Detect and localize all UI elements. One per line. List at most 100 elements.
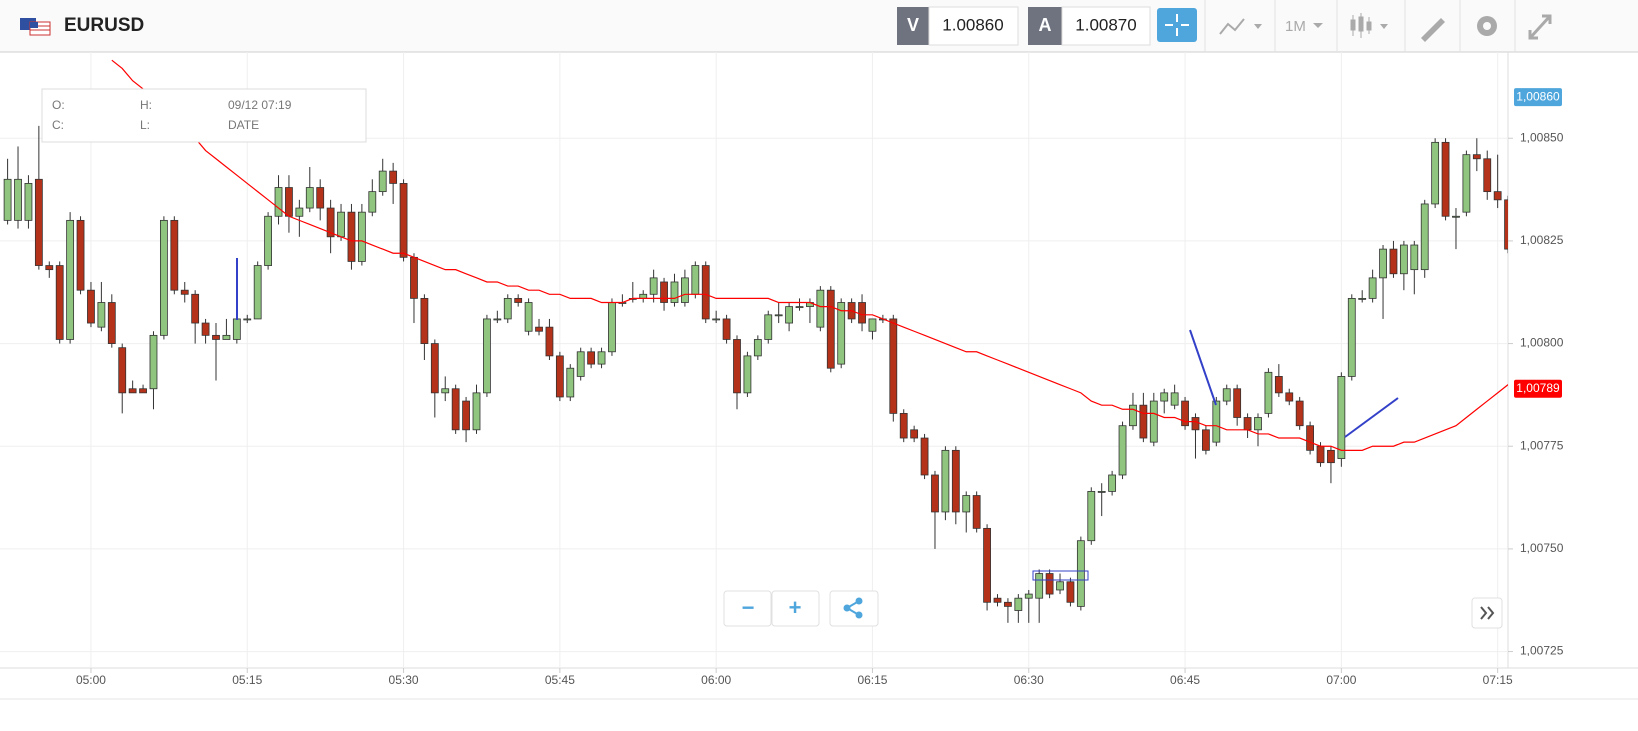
candle-body xyxy=(1066,581,1075,603)
y-tick-label: 1,00800 xyxy=(1520,336,1564,350)
candle-body xyxy=(441,388,450,394)
candle-body xyxy=(1035,573,1044,599)
candle-body xyxy=(514,297,523,303)
candle-body xyxy=(1431,141,1440,205)
candle-body xyxy=(1243,417,1252,431)
x-tick-label: 06:45 xyxy=(1170,673,1200,687)
timeframe: 1M xyxy=(1285,18,1306,35)
price-tag-label: 1,00789 xyxy=(1516,381,1560,395)
candle-body xyxy=(785,306,793,324)
candle-body xyxy=(1368,277,1377,299)
candle-body xyxy=(1504,199,1508,250)
candle-body xyxy=(222,334,231,340)
candle-body xyxy=(681,277,689,303)
candle-body xyxy=(691,265,700,295)
candle-body xyxy=(420,297,429,344)
fullscreen-button[interactable] xyxy=(1528,14,1552,40)
x-tick-label: 07:15 xyxy=(1483,673,1513,687)
timeframe-button[interactable]: 1M xyxy=(1285,18,1323,35)
candle-body xyxy=(1389,248,1398,275)
candle-body xyxy=(576,351,585,377)
candle-body xyxy=(660,281,668,303)
crosshair-button[interactable] xyxy=(1157,8,1197,42)
date: DATE xyxy=(228,118,259,132)
scroll-right-button[interactable] xyxy=(1471,597,1503,629)
candle-body xyxy=(243,318,252,321)
candle-body xyxy=(535,326,543,332)
candle-body xyxy=(1108,474,1117,492)
candle-body xyxy=(107,302,116,344)
candle-body xyxy=(149,334,158,390)
candle-body xyxy=(1452,215,1460,218)
symbol: EURUSD xyxy=(64,15,144,36)
candle-body xyxy=(472,392,481,431)
time: 09/12 07:19 xyxy=(228,98,292,112)
candle-body xyxy=(305,187,314,209)
candle-body xyxy=(1379,248,1387,279)
candle-body xyxy=(274,187,283,217)
candle-body xyxy=(701,265,710,320)
candle-body xyxy=(910,429,919,439)
candle-body xyxy=(24,183,33,221)
candle-body xyxy=(451,388,460,431)
candle-body xyxy=(1493,191,1502,201)
candle-body xyxy=(1358,297,1367,300)
candle-body xyxy=(962,495,971,513)
candle-body xyxy=(493,318,502,321)
candle-body xyxy=(826,289,835,369)
x-tick-label: 05:00 xyxy=(76,673,106,687)
zoom-out: − xyxy=(742,595,755,620)
candle-body xyxy=(118,347,127,394)
candle-body xyxy=(712,318,721,321)
candle-body xyxy=(1129,404,1137,427)
candle-body xyxy=(430,343,439,394)
open-label: O: xyxy=(52,98,65,112)
candle-body xyxy=(889,318,898,414)
candle-body xyxy=(1399,244,1408,275)
candle-body xyxy=(1347,297,1356,377)
candle-body xyxy=(1472,154,1481,160)
candle-body xyxy=(295,207,304,217)
candle-body xyxy=(285,187,293,217)
zoom-in: + xyxy=(789,595,802,620)
candle-body xyxy=(1420,203,1429,271)
candle-body xyxy=(1076,540,1085,607)
candle-body xyxy=(1160,392,1169,402)
ask-badge xyxy=(1028,7,1062,45)
high-label: H: xyxy=(140,98,152,112)
candle-body xyxy=(899,412,908,439)
candle-body xyxy=(34,178,43,266)
y-tick-label: 1,00750 xyxy=(1520,541,1564,555)
candle-body xyxy=(941,449,950,513)
toolbar-separators xyxy=(1204,0,1516,52)
zoom-in-button[interactable]: + xyxy=(771,590,820,627)
candle-body xyxy=(774,314,783,317)
candle-body xyxy=(1212,400,1221,443)
candle-body xyxy=(608,302,616,353)
candle-body xyxy=(1024,593,1033,599)
candle-body xyxy=(1118,425,1127,476)
candle-body xyxy=(1306,425,1314,451)
candle-body xyxy=(1462,154,1471,213)
candle-body xyxy=(1254,417,1262,431)
draw-button[interactable] xyxy=(1421,18,1445,42)
candles-button[interactable] xyxy=(1350,13,1388,38)
candle-body xyxy=(524,302,533,332)
candle-body xyxy=(159,219,168,336)
candle-body xyxy=(253,265,262,320)
x-tick-label: 06:15 xyxy=(857,673,887,687)
candle-body xyxy=(264,215,273,266)
share-button[interactable] xyxy=(829,590,879,627)
flag-icon xyxy=(20,18,51,36)
candle-body xyxy=(66,219,75,340)
candle-body xyxy=(1202,429,1210,451)
candle-body xyxy=(1337,376,1346,459)
chart-type-button[interactable] xyxy=(1219,18,1262,35)
settings-button[interactable] xyxy=(1477,16,1497,36)
candle-body xyxy=(670,281,679,303)
zoom-out-button[interactable]: − xyxy=(723,590,772,627)
candle-body xyxy=(180,289,189,295)
candle-body xyxy=(993,597,1002,603)
